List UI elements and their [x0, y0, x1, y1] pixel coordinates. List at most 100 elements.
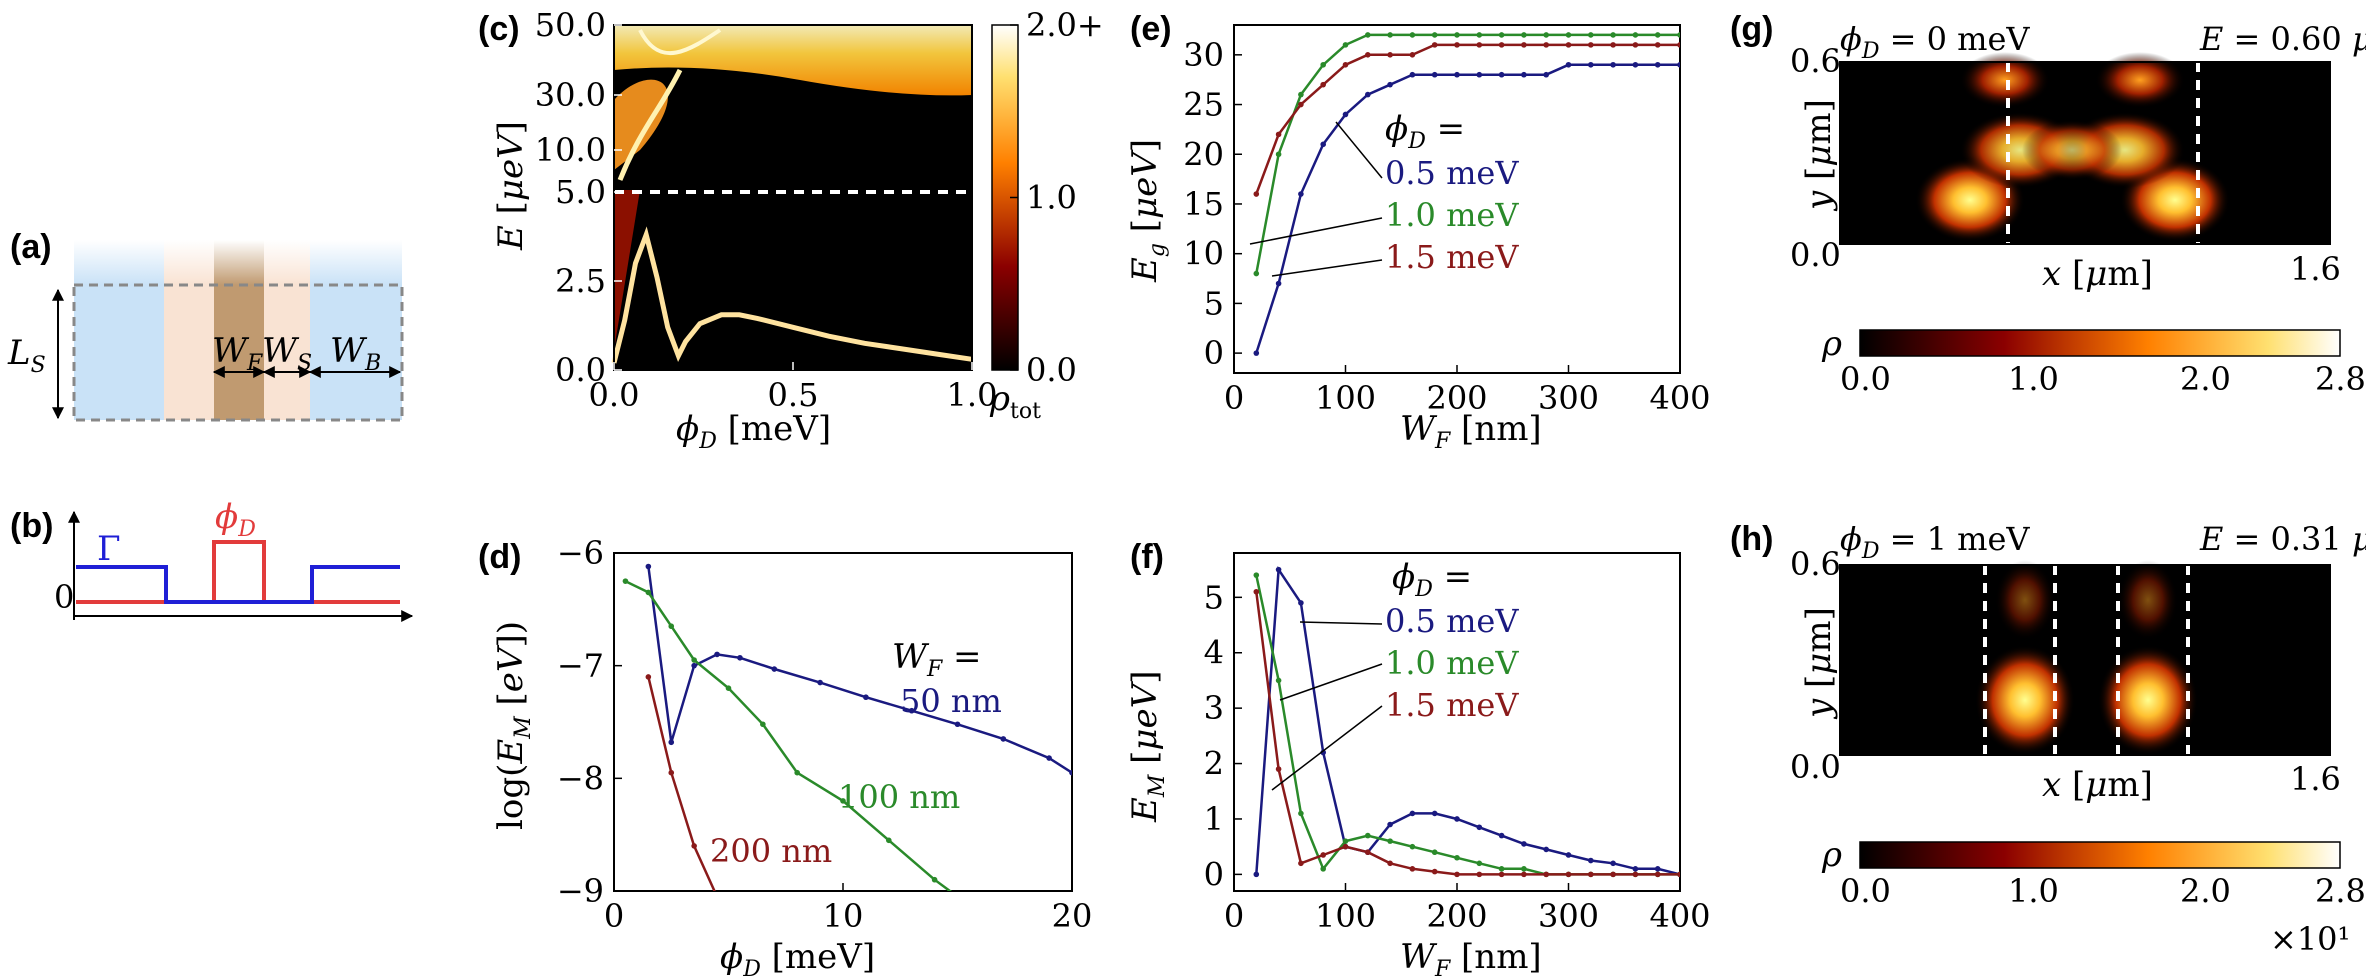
- g-ylabel: y [μm]: [1799, 99, 1839, 212]
- f-point: [1588, 871, 1594, 878]
- d-point: [668, 769, 675, 776]
- f-xtick-label: 100: [1315, 897, 1376, 935]
- g-xtick-right: 1.6: [2290, 250, 2341, 288]
- f-point: [1320, 866, 1326, 872]
- e-point: [1610, 61, 1616, 68]
- d-point: [794, 769, 800, 776]
- d-label-200nm: 200 nm: [710, 832, 832, 870]
- f-xtick-label: 0: [1224, 897, 1244, 935]
- d-series-line: [647, 676, 716, 891]
- c-xtick-label: 1.0: [947, 376, 998, 414]
- f-point: [1632, 871, 1639, 878]
- panel-label-e: (e): [1130, 10, 1172, 48]
- f-ytick-label: 3: [1204, 689, 1224, 727]
- e-ytick-label: 5: [1204, 284, 1224, 322]
- g-cbar-label: ρ: [1821, 324, 1842, 364]
- e-point: [1454, 71, 1460, 78]
- e-point: [1431, 71, 1438, 78]
- e-series-line: [1255, 63, 1680, 354]
- d-xtick-label: 0: [604, 897, 624, 935]
- e-point: [1365, 32, 1371, 38]
- e-point: [1498, 71, 1505, 78]
- e-ytick-label: 25: [1183, 86, 1224, 124]
- f-label-0.5: 0.5 meV: [1385, 602, 1519, 640]
- g-cbar-tick-0: 0.0: [1840, 360, 1891, 398]
- f-series-line: [1255, 565, 1680, 876]
- d-point: [691, 662, 697, 669]
- h-cbar-tick-3: 2.8: [2315, 872, 2366, 910]
- f-point: [1387, 838, 1393, 844]
- e-point: [1387, 32, 1393, 38]
- e-point: [1275, 280, 1282, 287]
- f-point: [1654, 866, 1661, 872]
- d-point: [840, 798, 846, 804]
- e-point: [1521, 71, 1527, 78]
- e-point: [1253, 350, 1260, 356]
- d-point: [955, 894, 961, 900]
- e-point: [1588, 32, 1594, 38]
- d-point: [714, 894, 720, 900]
- f-ytick-label: 1: [1204, 800, 1224, 838]
- gamma-profile-line: [76, 565, 400, 604]
- e-point: [1476, 42, 1483, 48]
- d-point: [1069, 769, 1072, 776]
- f-point: [1253, 871, 1260, 878]
- e-point: [1610, 32, 1616, 38]
- d-point: [714, 651, 720, 658]
- system-boundary: [72, 283, 404, 422]
- e-point: [1654, 32, 1661, 38]
- e-point: [1409, 32, 1416, 38]
- e-point: [1476, 32, 1483, 38]
- d-ytick-label: −6: [557, 534, 604, 572]
- c-ytick-label: 10.0: [535, 131, 606, 169]
- f-ytick-label: 2: [1204, 745, 1224, 783]
- e-point: [1632, 32, 1639, 38]
- e-point: [1654, 42, 1661, 48]
- d-ytick-label: −9: [557, 872, 604, 910]
- d-xtick-label: 10: [823, 897, 864, 935]
- f-ytick-label: 4: [1204, 634, 1224, 672]
- panel-d: (d) 0 10 20−9−8−7−6 log(EM [eV]) ϕD [meV] …: [478, 534, 1092, 979]
- d-ytick-label: −8: [557, 759, 604, 797]
- c-ytick-label: 5.0: [555, 173, 606, 211]
- e-point: [1677, 32, 1680, 38]
- h-title-right: E = 0.31 μeV: [2199, 520, 2366, 558]
- e-point: [1677, 42, 1680, 48]
- panel-label-b: (b): [10, 507, 53, 545]
- f-ylabel: EM [μeV]: [1125, 671, 1170, 823]
- f-point: [1476, 860, 1483, 867]
- f-point: [1275, 766, 1282, 772]
- f-point: [1298, 860, 1304, 867]
- e-xlabel: WF [nm]: [1400, 409, 1542, 454]
- e-point: [1543, 71, 1549, 78]
- e-label-0.5: 0.5 meV: [1385, 154, 1519, 192]
- e-point: [1409, 52, 1416, 58]
- d-point: [725, 685, 732, 691]
- f-point: [1454, 816, 1460, 822]
- h-cbar-label: ρ: [1821, 835, 1842, 875]
- e-point: [1565, 42, 1572, 48]
- e-point: [1342, 42, 1349, 48]
- phi-profile-line: [76, 540, 400, 604]
- e-xtick-label: 0: [1224, 379, 1244, 417]
- e-point: [1342, 111, 1349, 118]
- e-series-line: [1255, 43, 1680, 195]
- c-ytick-label: 50.0: [535, 6, 606, 44]
- f-xtick-label: 300: [1538, 897, 1599, 935]
- e-point: [1543, 42, 1549, 48]
- f-point: [1654, 871, 1661, 878]
- e-point: [1253, 270, 1260, 277]
- e-point: [1610, 42, 1616, 48]
- d-point: [645, 674, 652, 680]
- e-point: [1431, 32, 1438, 38]
- c-ylabel: E [μeV]: [491, 121, 531, 251]
- e-point: [1253, 191, 1260, 197]
- d-xlabel: ϕD [meV]: [720, 937, 875, 979]
- h-colorbar: [1859, 841, 2341, 869]
- e-point: [1565, 61, 1572, 68]
- e-point: [1521, 42, 1527, 48]
- panel-label-h: (h): [1730, 520, 1773, 558]
- e-point: [1454, 42, 1460, 48]
- e-point: [1320, 141, 1326, 148]
- f-xtick-label: 200: [1426, 897, 1487, 935]
